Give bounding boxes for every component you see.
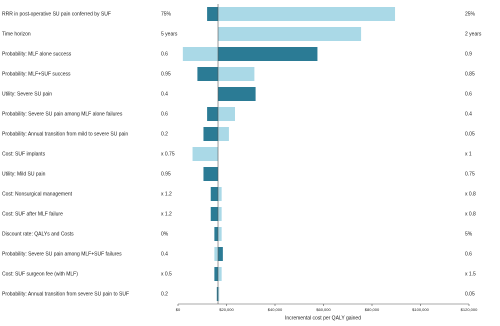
row-label: Probability: Annual transition from mild… (2, 131, 128, 137)
high-value-label: x 1 (465, 151, 472, 157)
high-value-label: 0.4 (465, 111, 472, 117)
row-label: Cost: SUF implants (2, 151, 46, 157)
high-value-label: 0.05 (465, 291, 475, 297)
low-value-label: 0.95 (161, 171, 171, 177)
high-value-label: 0.05 (465, 131, 475, 137)
bar (218, 227, 222, 241)
row-label: Probability: Severe SU pain among MLF al… (2, 111, 123, 117)
bar (197, 67, 219, 81)
bar (218, 27, 362, 41)
row-label: Time horizon (2, 31, 31, 37)
row-label: Utility: Severe SU pain (2, 91, 52, 97)
high-value-label: x 1.5 (465, 271, 476, 277)
low-value-label: 0.4 (161, 91, 168, 97)
row-label: Cost: SUF after MLF failure (2, 211, 63, 217)
bar (203, 127, 219, 141)
x-tick-label: $120,000 (461, 307, 478, 312)
bar (214, 247, 219, 261)
high-value-label: 0.6 (465, 91, 472, 97)
bar (218, 107, 235, 121)
low-value-label: 0.95 (161, 71, 171, 77)
high-value-label: 25% (465, 11, 476, 17)
row-label: Probability: Annual transition from seve… (2, 291, 129, 297)
low-value-label: 75% (161, 11, 172, 17)
row-label: Utility: Mild SU pain (2, 171, 46, 177)
row-label: Cost: Nonsurgical management (2, 191, 73, 197)
low-value-label: 5 years (161, 31, 178, 37)
row-label: Discount rate: QALYs and Costs (2, 231, 74, 237)
low-value-label: 0.6 (161, 51, 168, 57)
bar (207, 7, 219, 21)
low-value-label: 0.6 (161, 111, 168, 117)
x-tick-label: $80,000 (365, 307, 380, 312)
low-value-label: x 0.5 (161, 271, 172, 277)
bar (192, 147, 219, 161)
row-label: Cost: SUF surgeon fee (with MLF) (2, 271, 78, 277)
bar (218, 267, 222, 281)
low-value-label: 0.2 (161, 131, 168, 137)
row-label: Probability: MLF+SUF success (2, 71, 71, 77)
high-value-label: 5% (465, 231, 473, 237)
bar (218, 287, 220, 301)
row-label: Probability: MLF alone success (2, 51, 72, 57)
x-tick-label: $0 (176, 307, 181, 312)
high-value-label: x 0.8 (465, 211, 476, 217)
bar (218, 47, 318, 61)
bar (214, 267, 219, 281)
bar (210, 207, 219, 221)
bar (207, 107, 219, 121)
bar (218, 87, 256, 101)
bar (203, 167, 219, 181)
x-tick-label: $100,000 (412, 307, 429, 312)
high-value-label: 0.85 (465, 71, 475, 77)
bar (218, 187, 222, 201)
high-value-label: 0.75 (465, 171, 475, 177)
row-label: RRR in post-operative SU pain conferred … (2, 11, 111, 17)
row-label: Probability: Severe SU pain among MLF+SU… (2, 251, 122, 257)
high-value-label: x 0.8 (465, 191, 476, 197)
high-value-label: 2 years (465, 31, 482, 37)
low-value-label: 0.4 (161, 251, 168, 257)
x-tick-label: $40,000 (268, 307, 283, 312)
high-value-label: 0.6 (465, 251, 472, 257)
low-value-label: 0% (161, 231, 169, 237)
x-tick-label: $60,000 (316, 307, 331, 312)
x-tick-label: $20,000 (219, 307, 234, 312)
bar (218, 67, 255, 81)
bar (218, 7, 396, 21)
bar (216, 287, 219, 301)
bar (218, 207, 222, 221)
x-axis-label: Incremental cost per QALY gained (285, 315, 361, 321)
low-value-label: x 0.75 (161, 151, 175, 157)
bar (218, 247, 223, 261)
low-value-label: x 1.2 (161, 191, 172, 197)
bar (218, 127, 229, 141)
bar (210, 187, 219, 201)
low-value-label: x 1.2 (161, 211, 172, 217)
high-value-label: 0.9 (465, 51, 472, 57)
bar (182, 47, 219, 61)
low-value-label: 0.2 (161, 291, 168, 297)
bar (214, 227, 219, 241)
